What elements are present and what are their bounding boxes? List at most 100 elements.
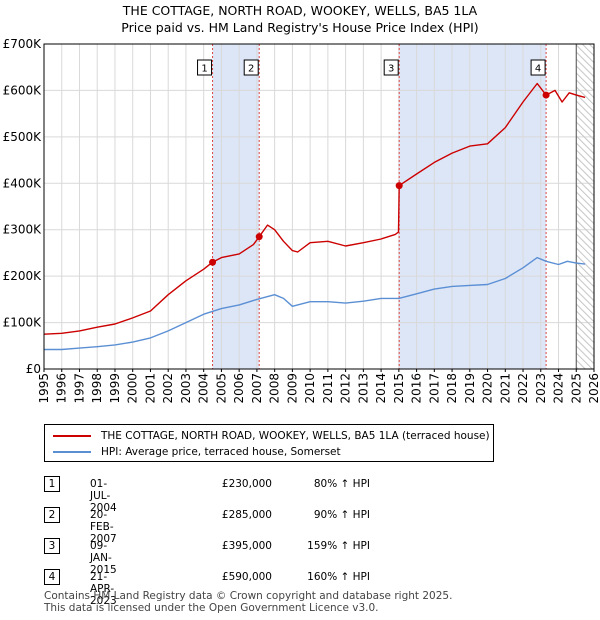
hatch-line [588, 44, 594, 50]
sale-box-3 [383, 59, 399, 76]
x-tick-label: 2010 [303, 373, 317, 404]
hatch-line [576, 142, 594, 162]
legend: THE COTTAGE, NORTH ROAD, WOOKEY, WELLS, … [44, 424, 494, 462]
hatch-line [576, 303, 594, 323]
price-chart: 1 2 3 4 £0 £100K £200K £300K £400K £500K £600K £700… [3, 24, 600, 404]
x-tick-label: 2023 [534, 373, 548, 404]
hatch-line [576, 72, 594, 92]
x-tick-label: 2026 [587, 373, 600, 404]
sale-date: 01-JUL-2004 [90, 478, 117, 514]
x-tick-label: 2008 [268, 373, 282, 404]
hatch-line [576, 226, 594, 246]
x-tick-label: 2024 [552, 373, 566, 404]
hatch-line [576, 233, 594, 253]
x-tick-label: 2013 [356, 373, 370, 404]
x-tick-label: 2014 [374, 373, 388, 404]
hatch-line [576, 170, 594, 190]
hatch-line [576, 44, 594, 64]
hatch-line [576, 240, 594, 260]
x-tick-label: 2009 [285, 373, 299, 404]
sale-box-label-3: 3 [388, 64, 394, 75]
x-tick-label: 2017 [427, 373, 441, 404]
hatch-line [576, 275, 594, 295]
x-tick-label: 2018 [445, 373, 459, 404]
sale-number: 2 [44, 507, 60, 523]
hatch-line [576, 100, 594, 120]
sale-box-label-1: 1 [201, 64, 207, 75]
footer-copyright: Contains HM Land Registry data © Crown c… [44, 590, 453, 602]
hatch-line [576, 156, 594, 176]
hatch-line [576, 317, 594, 337]
hatch-line [576, 310, 594, 330]
hatch-line [576, 261, 594, 281]
y-tick-label: £0 [26, 362, 41, 376]
sale-number: 4 [44, 569, 60, 585]
x-tick-label: 2002 [161, 373, 175, 404]
x-tick-label: 1998 [90, 373, 104, 404]
x-tick-label: 1999 [108, 373, 122, 404]
hatch-line [576, 198, 594, 218]
x-tick-label: 2016 [410, 373, 424, 404]
sale-date: 20-FEB-2007 [90, 509, 117, 545]
sale-point-3 [395, 182, 403, 190]
sale-number: 3 [44, 538, 60, 554]
x-tick-label: 1995 [37, 373, 51, 404]
y-tick-label: £600K [3, 83, 43, 97]
sale-number: 1 [44, 476, 60, 492]
hatch-line [576, 212, 594, 232]
property-series-line [43, 82, 586, 335]
legend-item-property: THE COTTAGE, NORTH ROAD, WOOKEY, WELLS, … [53, 429, 490, 443]
shaded-band-2 [399, 44, 547, 369]
hatch-line [576, 247, 594, 267]
legend-label-property: THE COTTAGE, NORTH ROAD, WOOKEY, WELLS, … [101, 430, 490, 442]
x-tick-label: 2004 [197, 373, 211, 404]
hatch-line [576, 219, 594, 239]
hatch-line [576, 184, 594, 204]
hatch-line [576, 331, 594, 351]
hatch-line [576, 254, 594, 274]
sale-hpi-change: 159% ↑ HPI [307, 540, 370, 552]
x-tick-label: 2020 [481, 373, 495, 404]
x-tick-label: 2003 [179, 373, 193, 404]
hatch-line [576, 51, 594, 71]
y-tick-label: £700K [3, 37, 43, 51]
sale-price: £285,000 [221, 509, 272, 521]
hatch-line [576, 79, 594, 99]
hatch-line [576, 296, 594, 316]
hatch-line [576, 107, 594, 127]
hatch-line [576, 135, 594, 155]
sale-point-1 [209, 258, 217, 266]
sale-box-2 [243, 59, 259, 76]
plot-frame [43, 43, 595, 370]
legend-swatch-red [53, 435, 91, 437]
hatch-line [576, 149, 594, 169]
x-tick-label: 2011 [321, 373, 335, 404]
hatch-line [576, 163, 594, 183]
x-tick-label: 2015 [392, 373, 406, 404]
hatch-line [576, 289, 594, 309]
hatch-line [576, 114, 594, 134]
sale-price: £590,000 [221, 571, 272, 583]
x-tick-label: 1996 [55, 373, 69, 404]
hatch-line [576, 352, 593, 369]
chart-title: THE COTTAGE, NORTH ROAD, WOOKEY, WELLS, … [122, 3, 478, 18]
legend-swatch-blue [53, 451, 91, 453]
x-tick-label: 2000 [126, 373, 140, 404]
hatch-line [576, 86, 594, 106]
sale-hpi-change: 90% ↑ HPI [313, 509, 370, 521]
sale-box-4 [530, 59, 546, 76]
y-tick-label: £400K [3, 176, 43, 190]
x-tick-label: 2025 [569, 373, 583, 404]
x-tick-label: 2019 [463, 373, 477, 404]
hpi-series-line [44, 256, 586, 351]
sale-hpi-change: 80% ↑ HPI [313, 478, 370, 490]
footer-licence: This data is licensed under the Open Gov… [44, 602, 379, 614]
hatch-line [576, 24, 594, 42]
y-tick-label: £200K [3, 269, 43, 283]
x-tick-label: 2007 [250, 373, 264, 404]
chart-subtitle: Price paid vs. HM Land Registry's House … [121, 20, 479, 35]
x-tick-label: 2001 [143, 373, 157, 404]
forecast-hatch [576, 24, 594, 369]
x-tick-label: 2006 [232, 373, 246, 404]
hatch-line [576, 338, 594, 358]
